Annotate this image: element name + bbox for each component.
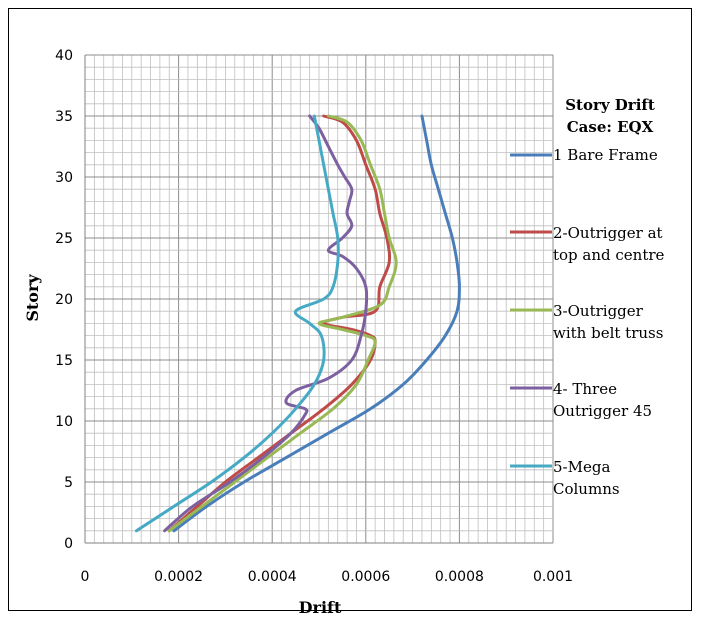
y-tick-label: 30 <box>55 170 73 186</box>
series-lines <box>134 114 461 533</box>
series-3-line <box>167 114 398 533</box>
y-tick-label: 15 <box>55 353 73 369</box>
tick-labels: 0 5 10 15 20 25 30 35 40 0 0.0002 0.0004 0.0006 0.000… <box>55 48 573 585</box>
y-tick-label: 10 <box>55 414 73 430</box>
y-tick-label: 35 <box>55 109 73 125</box>
x-tick-label: 0 <box>81 569 90 585</box>
legend-title-line-1: Story Drift <box>565 96 655 114</box>
y-tick-label: 20 <box>55 292 73 308</box>
series-5-legend-label: 5-Mega <box>553 458 610 476</box>
series-3-legend-label: 3-Outrigger <box>553 302 644 320</box>
series-4-legend-label: 4- Three <box>553 380 617 398</box>
y-tick-label: 5 <box>64 475 73 491</box>
x-tick-label: 0.001 <box>533 569 573 585</box>
axes <box>84 55 553 544</box>
series-2-legend-label: 2-Outrigger at <box>553 224 663 242</box>
series-4-line <box>163 114 369 533</box>
series-5-line <box>134 114 340 533</box>
chart-frame <box>8 8 692 611</box>
series-1-line <box>172 114 461 533</box>
series-1-legend-label: 1 Bare Frame <box>553 146 658 164</box>
series-2-legend-label: top and centre <box>553 246 665 264</box>
x-axis-title: Drift <box>299 598 342 617</box>
series-3-legend-label: with belt truss <box>553 324 663 342</box>
series-4-legend-label: Outrigger 45 <box>553 402 652 420</box>
y-tick-label: 25 <box>55 231 73 247</box>
y-tick-label: 40 <box>55 48 73 64</box>
y-axis-title: Story <box>23 274 42 322</box>
x-tick-label: 0.0004 <box>248 569 297 585</box>
y-tick-label: 0 <box>64 536 73 552</box>
x-tick-label: 0.0006 <box>341 569 390 585</box>
series-5-legend-label: Columns <box>553 480 620 498</box>
legend: 1 Bare Frame 2-Outrigger at top and centre… <box>510 146 665 498</box>
x-tick-label: 0.0008 <box>435 569 484 585</box>
legend-title-line-2: Case: EQX <box>567 118 654 136</box>
x-tick-label: 0.0002 <box>154 569 203 585</box>
